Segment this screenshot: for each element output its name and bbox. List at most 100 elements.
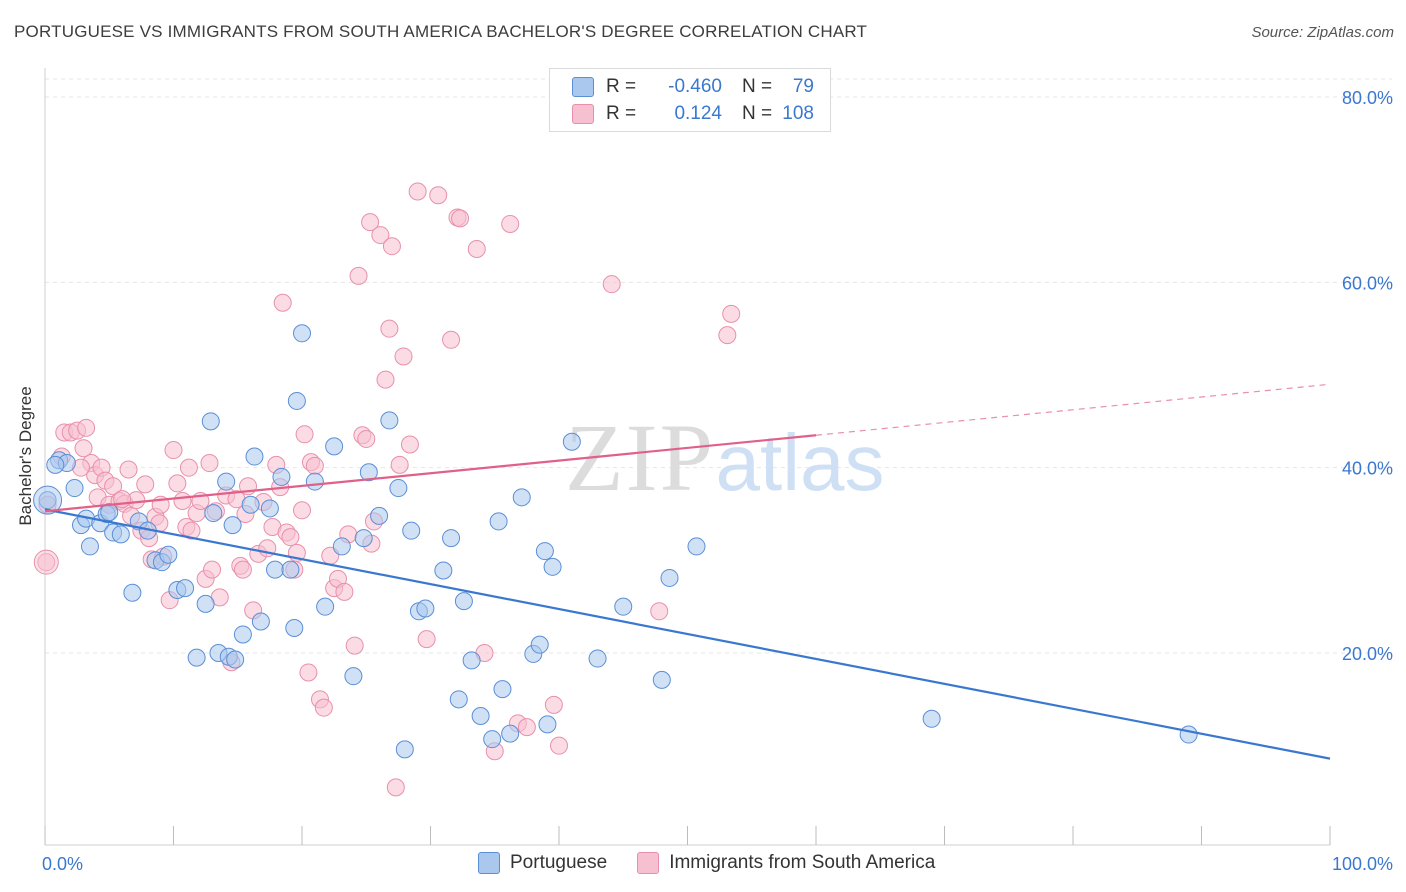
data-point-immigrants [233, 560, 252, 579]
data-point-immigrants [203, 560, 222, 579]
data-point-portuguese [217, 472, 236, 491]
data-point-immigrants [400, 435, 419, 454]
data-point-portuguese [33, 485, 63, 515]
data-point-portuguese [359, 463, 378, 482]
data-point-portuguese [389, 479, 408, 498]
data-point-immigrants [173, 492, 192, 511]
data-point-immigrants [182, 521, 201, 540]
data-point-immigrants [273, 293, 292, 312]
y-tick-label: 60.0% [1342, 273, 1393, 293]
data-point-portuguese [501, 724, 520, 743]
legend-r-value: -0.460 [668, 76, 722, 97]
legend-item-immigrants[interactable]: Immigrants from South America [637, 852, 935, 874]
data-point-portuguese [245, 447, 264, 466]
y-axis-label: Bachelor's Degree [16, 386, 35, 526]
data-point-portuguese [652, 670, 671, 689]
data-point-immigrants [281, 528, 300, 547]
axes [44, 68, 1331, 846]
data-point-portuguese [562, 432, 581, 451]
legend-label-immigrants: Immigrants from South America [669, 852, 936, 873]
data-point-portuguese [293, 324, 311, 343]
data-point-portuguese [266, 560, 285, 579]
data-point-immigrants [718, 326, 737, 345]
data-point-portuguese [535, 542, 554, 561]
data-point-immigrants [168, 474, 187, 493]
data-point-portuguese [454, 592, 473, 611]
legend-swatch-blue [572, 77, 594, 97]
legend-swatch-blue [478, 852, 500, 874]
data-point-portuguese [344, 667, 363, 686]
legend-r-value: 0.124 [674, 103, 722, 124]
data-point-portuguese [204, 504, 223, 523]
data-point-immigrants [382, 237, 401, 256]
data-point-portuguese [687, 537, 706, 556]
data-point-immigrants [119, 460, 138, 479]
data-point-immigrants [104, 477, 123, 496]
data-point-immigrants [361, 213, 380, 232]
data-point-portuguese [354, 529, 373, 548]
data-point-portuguese [402, 521, 421, 540]
data-point-portuguese [416, 599, 435, 618]
watermark-atlas: atlas [716, 418, 885, 507]
legend-r-label: R = [606, 76, 637, 97]
data-point-portuguese [159, 545, 178, 564]
data-point-immigrants [164, 441, 183, 460]
trend-line-immigrants-extension [815, 383, 1331, 436]
data-point-immigrants [345, 636, 364, 655]
y-tick-label: 40.0% [1342, 459, 1393, 479]
data-point-portuguese [449, 690, 468, 709]
legend-n-label: N = [742, 76, 773, 97]
trend-line-portuguese [44, 508, 1331, 760]
data-point-portuguese [462, 651, 481, 670]
data-point-portuguese [325, 437, 344, 456]
watermark: ZIP atlas [565, 404, 884, 511]
data-point-immigrants [376, 370, 395, 389]
legend-swatch-pink [572, 104, 594, 124]
data-point-immigrants [33, 549, 59, 575]
data-point-immigrants [550, 736, 568, 755]
data-point-portuguese [395, 740, 414, 759]
trend-line-immigrants [44, 434, 817, 513]
legend-row-portuguese: R = -0.460 N = 79 [572, 74, 814, 100]
legend-n-value: 108 [782, 103, 814, 124]
data-point-portuguese [543, 557, 562, 576]
data-point-immigrants [295, 425, 314, 444]
data-point-portuguese [316, 597, 335, 616]
data-point-portuguese [1179, 725, 1198, 744]
data-point-portuguese [272, 467, 291, 486]
data-point-portuguese [233, 625, 252, 644]
data-point-portuguese [380, 411, 399, 430]
data-point-portuguese [370, 506, 389, 525]
data-point-portuguese [287, 391, 306, 410]
data-point-portuguese [201, 412, 220, 431]
data-point-immigrants [371, 226, 390, 245]
data-point-portuguese [588, 649, 607, 668]
data-point-portuguese [241, 495, 260, 514]
x-tick-label-max: 100.0% [1332, 854, 1393, 874]
data-point-immigrants [179, 458, 198, 477]
data-point-portuguese [223, 516, 242, 535]
data-point-immigrants [293, 501, 311, 520]
trend-lines [44, 383, 1331, 760]
data-point-portuguese [260, 499, 279, 518]
chart-title: PORTUGUESE VS IMMIGRANTS FROM SOUTH AMER… [14, 22, 868, 41]
legend-label-portuguese: Portuguese [510, 852, 608, 873]
data-point-portuguese [196, 594, 215, 613]
legend-item-portuguese[interactable]: Portuguese [478, 852, 607, 874]
data-point-immigrants [314, 698, 333, 717]
data-point-immigrants [650, 602, 669, 621]
data-point-portuguese [489, 512, 508, 531]
x-tick-label-min: 0.0% [42, 854, 83, 874]
data-point-immigrants [451, 209, 470, 228]
data-point-portuguese [100, 503, 119, 522]
data-point-immigrants [602, 275, 621, 294]
stats-legend: R = -0.460 N = 79 R = 0.124 N = 108 [549, 68, 831, 132]
data-point-immigrants [442, 330, 461, 349]
legend-swatch-pink [637, 852, 660, 874]
data-point-immigrants [299, 663, 318, 682]
data-point-immigrants [136, 475, 155, 494]
data-point-immigrants [394, 347, 413, 366]
data-point-portuguese [483, 730, 502, 749]
data-point-immigrants [349, 266, 368, 285]
